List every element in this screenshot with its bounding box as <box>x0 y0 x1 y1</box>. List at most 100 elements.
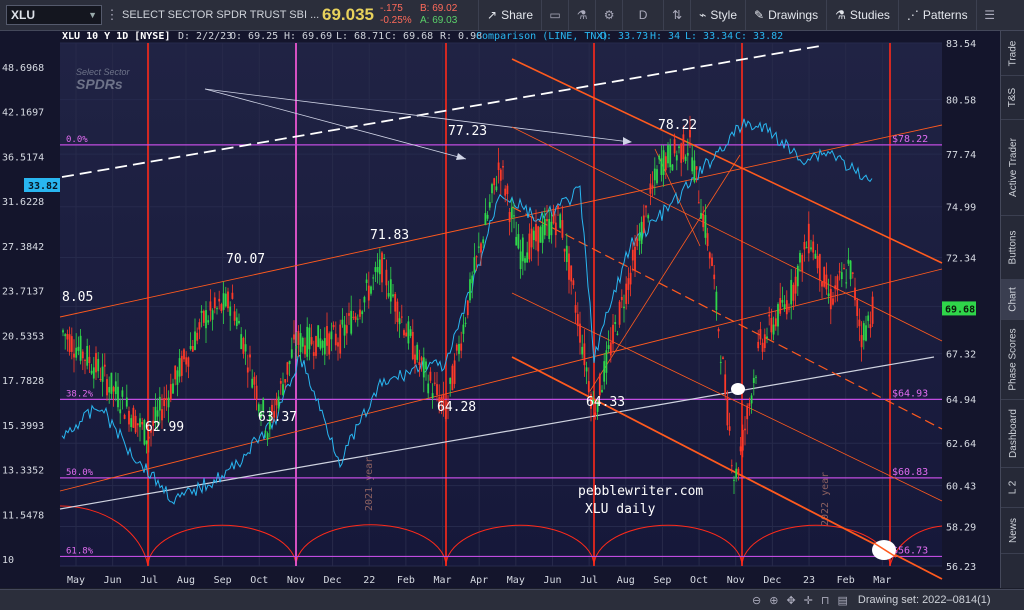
candle-body <box>464 322 467 324</box>
settings-icon[interactable]: ☰ <box>975 0 1003 30</box>
sidebar-tab[interactable]: Buttons <box>1001 215 1024 280</box>
candle-body <box>642 215 645 234</box>
zoom-in-icon[interactable]: ⊕ <box>769 594 779 607</box>
time-tick-label: Nov <box>727 575 745 586</box>
sidebar-tab[interactable]: Trade <box>1001 31 1024 76</box>
magnet-icon[interactable]: ⊓ <box>820 594 830 607</box>
candle-body <box>79 335 82 361</box>
candle-body <box>383 258 386 260</box>
year-2022-label: 2022 year <box>820 472 831 526</box>
candle-body <box>260 411 262 418</box>
patterns-button[interactable]: ⋰ Patterns <box>897 0 976 30</box>
candle-body <box>372 277 375 279</box>
sidebar-tab[interactable]: L 2 <box>1001 467 1024 508</box>
candle-body <box>638 235 641 241</box>
candle-body <box>730 465 733 467</box>
fib-price-label: $64.93 <box>892 388 928 399</box>
price-chart[interactable]: 2021 year 2022 year 0.0% $78.22 38.2% $64.93… <box>0 31 1000 588</box>
candle-body <box>211 310 214 320</box>
candle-body <box>836 276 839 291</box>
candle-body <box>565 245 568 263</box>
right-tick-label: 62.64 <box>946 439 976 450</box>
candle-body <box>471 275 474 284</box>
marker-dot <box>731 383 745 395</box>
time-tick-label: Jun <box>104 575 122 586</box>
time-tick-label: Feb <box>397 575 415 586</box>
candle-body <box>447 402 449 405</box>
time-tick-label: Feb <box>837 575 855 586</box>
candle-body <box>713 274 716 280</box>
candle-body <box>843 267 845 270</box>
drawings-button[interactable]: ✎ Drawings <box>745 0 826 30</box>
channel-inner <box>511 126 943 342</box>
cycle-arc <box>889 525 943 567</box>
sidebar-tab[interactable]: News <box>1001 507 1024 554</box>
candle-body <box>601 389 603 393</box>
candle-body <box>678 146 680 149</box>
candle-body <box>174 365 177 380</box>
candle-body <box>88 356 91 364</box>
status-bar: ⊖ ⊕ ✥ ✛ ⊓ ▤ Drawing set: 2022–0814(1) <box>0 589 1024 610</box>
share-button[interactable]: ↗ Share <box>478 0 541 30</box>
candle-body <box>858 319 861 327</box>
ask-value: A: 69.03 <box>420 15 458 26</box>
candle-body <box>719 361 722 363</box>
swing-label: 78.22 <box>658 118 697 133</box>
candle-body <box>733 479 735 481</box>
candle-body <box>409 329 412 336</box>
right-sidebar: Trade T&S Active Trader Buttons Chart Phase S… <box>1000 31 1024 588</box>
candle-body <box>711 257 713 266</box>
candle-body <box>62 330 64 333</box>
style-icon: ⌁ <box>699 8 707 22</box>
candle-body <box>667 145 669 164</box>
candle-body <box>396 301 399 323</box>
candle-body <box>114 381 117 395</box>
arrow-line <box>204 88 631 143</box>
candle-body <box>398 318 401 325</box>
candle-body <box>631 249 634 261</box>
candle-body <box>515 236 518 246</box>
time-tick-label: Mar <box>873 575 891 586</box>
candle-body <box>629 272 632 285</box>
candle-body <box>339 324 342 354</box>
compare-icon[interactable]: ⇅ <box>663 0 690 30</box>
candle-body <box>420 357 423 361</box>
window-icon[interactable]: ▭ <box>541 0 568 30</box>
candle-body <box>106 379 108 396</box>
candle-body <box>526 252 529 263</box>
aggregation-button[interactable]: D <box>622 0 663 30</box>
candle-body <box>563 248 566 252</box>
right-tick-label: 60.43 <box>946 482 976 493</box>
pan-icon[interactable]: ✥ <box>786 594 796 607</box>
zoom-out-icon[interactable]: ⊖ <box>752 594 762 607</box>
candle-body <box>772 324 775 335</box>
layers-icon[interactable]: ▤ <box>837 594 848 607</box>
sidebar-tab[interactable]: T&S <box>1001 75 1024 120</box>
sidebar-tab[interactable]: Phase Scores <box>1001 319 1024 400</box>
candle-body <box>359 309 361 317</box>
candle-body <box>370 286 372 294</box>
sidebar-tab[interactable]: Chart <box>1001 279 1024 320</box>
style-button[interactable]: ⌁ Style <box>690 0 745 30</box>
studies-button[interactable]: ⚗ Studies <box>826 0 898 30</box>
sidebar-tab-label: News <box>1007 517 1019 543</box>
sidebar-tab[interactable]: Active Trader <box>1001 119 1024 216</box>
cycle-arc <box>59 505 149 567</box>
flask-icon[interactable]: ⚗ <box>568 0 595 30</box>
candle-body <box>200 310 203 313</box>
candle-body <box>755 376 757 378</box>
candle-body <box>315 336 317 356</box>
candle-body <box>572 280 575 286</box>
sidebar-tab[interactable]: Dashboard <box>1001 399 1024 468</box>
candle-body <box>845 282 848 284</box>
candle-body <box>574 305 577 313</box>
symbol-box[interactable]: XLU ▼ <box>6 5 102 25</box>
candle-body <box>774 318 777 327</box>
chevron-down-icon[interactable]: ▼ <box>88 10 97 20</box>
cycle-arc <box>147 524 297 567</box>
candle-body <box>99 379 102 381</box>
crosshair-icon[interactable]: ✛ <box>803 594 813 607</box>
gear-icon[interactable]: ⚙ <box>595 0 622 30</box>
candle-body <box>92 367 95 379</box>
candle-body <box>840 272 843 280</box>
